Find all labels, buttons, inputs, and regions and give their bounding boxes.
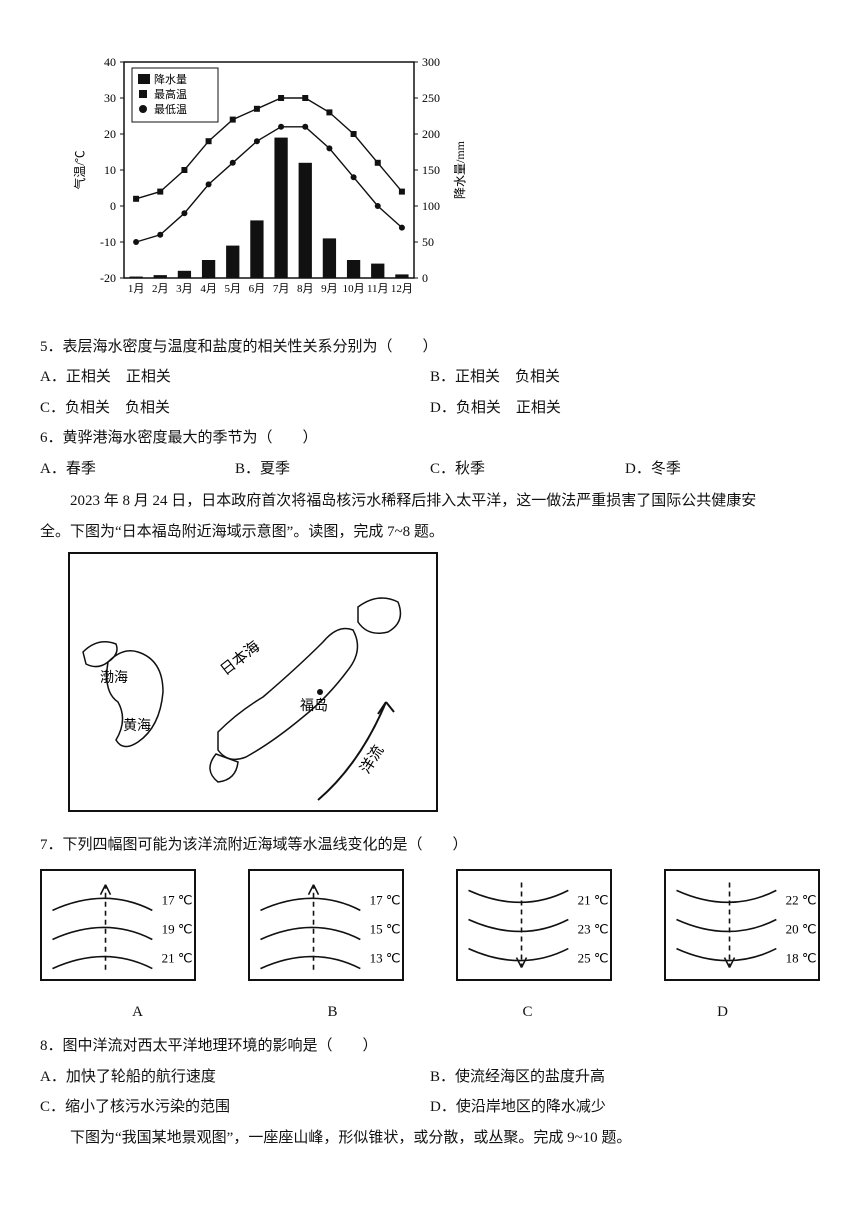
svg-text:19 ℃: 19 ℃ — [162, 921, 193, 936]
svg-text:8月: 8月 — [297, 283, 314, 295]
q8-optC: C．缩小了核污水污染的范围 — [40, 1093, 430, 1122]
q6-optD: D．冬季 — [625, 455, 820, 484]
panel-B: 17 ℃ 15 ℃ 13 ℃ — [248, 869, 404, 992]
q5-text: 5．表层海水密度与温度和盐度的相关性关系分别为（ ） — [40, 333, 820, 362]
svg-text:9月: 9月 — [321, 283, 338, 295]
svg-text:150: 150 — [422, 163, 440, 177]
svg-text:降水量: 降水量 — [154, 72, 187, 86]
svg-text:200: 200 — [422, 127, 440, 141]
svg-text:20 ℃: 20 ℃ — [786, 921, 817, 936]
svg-text:福岛: 福岛 — [300, 698, 328, 714]
panel-C: 21 ℃ 23 ℃ 25 ℃ — [456, 869, 612, 992]
svg-text:18 ℃: 18 ℃ — [786, 951, 817, 966]
svg-text:最低温: 最低温 — [154, 103, 187, 116]
svg-text:2月: 2月 — [152, 283, 169, 295]
svg-text:17 ℃: 17 ℃ — [162, 892, 193, 907]
q8-optD: D．使沿岸地区的降水减少 — [430, 1093, 820, 1122]
svg-text:250: 250 — [422, 91, 440, 105]
panel-D: 22 ℃ 20 ℃ 18 ℃ — [664, 869, 820, 992]
q5-optC: C．负相关 负相关 — [40, 394, 430, 423]
svg-text:12月: 12月 — [391, 283, 413, 295]
svg-text:100: 100 — [422, 199, 440, 213]
q5-optB: B．正相关 负相关 — [430, 363, 820, 392]
panel-label-D: D — [625, 998, 820, 1027]
svg-text:最高温: 最高温 — [154, 87, 187, 101]
svg-text:20: 20 — [104, 127, 116, 141]
svg-text:6月: 6月 — [249, 283, 266, 295]
svg-text:21 ℃: 21 ℃ — [578, 892, 609, 907]
svg-text:23 ℃: 23 ℃ — [578, 921, 609, 936]
svg-text:渤海: 渤海 — [100, 670, 128, 686]
q8-optA: A．加快了轮船的航行速度 — [40, 1063, 430, 1092]
svg-text:1月: 1月 — [128, 283, 145, 295]
svg-text:30: 30 — [104, 91, 116, 105]
svg-text:10: 10 — [104, 163, 116, 177]
panel-label-C: C — [430, 998, 625, 1027]
panel-label-B: B — [235, 998, 430, 1027]
svg-text:22 ℃: 22 ℃ — [786, 892, 817, 907]
q6-optC: C．秋季 — [430, 455, 625, 484]
panel-label-A: A — [40, 998, 235, 1027]
passage-line2: 全。下图为“日本福岛附近海域示意图”。读图，完成 7~8 题。 — [40, 518, 820, 547]
q5-optA: A．正相关 正相关 — [40, 363, 430, 392]
svg-text:降水量/mm: 降水量/mm — [453, 140, 467, 199]
q6-text: 6．黄骅港海水密度最大的季节为（ ） — [40, 424, 820, 453]
svg-text:11月: 11月 — [367, 283, 389, 295]
svg-text:0: 0 — [422, 271, 428, 285]
svg-text:17 ℃: 17 ℃ — [370, 892, 401, 907]
svg-text:50: 50 — [422, 235, 434, 249]
svg-text:25 ℃: 25 ℃ — [578, 951, 609, 966]
q7-text: 7．下列四幅图可能为该洋流附近海域等水温线变化的是（ ） — [40, 831, 820, 860]
q8-text: 8．图中洋流对西太平洋地理环境的影响是（ ） — [40, 1032, 820, 1061]
q8-optB: B．使流经海区的盐度升高 — [430, 1063, 820, 1092]
svg-text:4月: 4月 — [200, 283, 217, 295]
climate-chart: -20 -10 0 10 20 30 40 0 50 100 150 200 250 300 气温/℃ 降水量… — [68, 44, 820, 325]
isotherm-panels: 17 ℃ 19 ℃ 21 ℃ 17 ℃ 15 ℃ 13 ℃ 21 ℃ 23 ℃ 25 ℃ 2… — [40, 869, 820, 992]
panel-A: 17 ℃ 19 ℃ 21 ℃ — [40, 869, 196, 992]
svg-text:40: 40 — [104, 55, 116, 69]
svg-text:-10: -10 — [100, 235, 116, 249]
svg-text:10月: 10月 — [343, 283, 365, 295]
svg-text:13 ℃: 13 ℃ — [370, 951, 401, 966]
svg-text:-20: -20 — [100, 271, 116, 285]
q6-optA: A．春季 — [40, 455, 235, 484]
svg-text:气温/℃: 气温/℃ — [72, 150, 87, 189]
japan-map: 日本海渤海黄海福岛洋流 — [68, 552, 820, 823]
svg-text:3月: 3月 — [176, 283, 193, 295]
q6-optB: B．夏季 — [235, 455, 430, 484]
passage-line1: 2023 年 8 月 24 日，日本政府首次将福岛核污水稀释后排入太平洋，这一做… — [40, 487, 820, 516]
svg-text:0: 0 — [110, 199, 116, 213]
passage2: 下图为“我国某地景观图”，一座座山峰，形似锥状，或分散，或丛聚。完成 9~10 … — [40, 1124, 820, 1153]
svg-text:黄海: 黄海 — [123, 717, 151, 734]
svg-text:5月: 5月 — [225, 283, 242, 295]
q5-optD: D．负相关 正相关 — [430, 394, 820, 423]
svg-text:300: 300 — [422, 55, 440, 69]
svg-text:15 ℃: 15 ℃ — [370, 921, 401, 936]
svg-text:21 ℃: 21 ℃ — [162, 951, 193, 966]
svg-text:7月: 7月 — [273, 283, 290, 295]
